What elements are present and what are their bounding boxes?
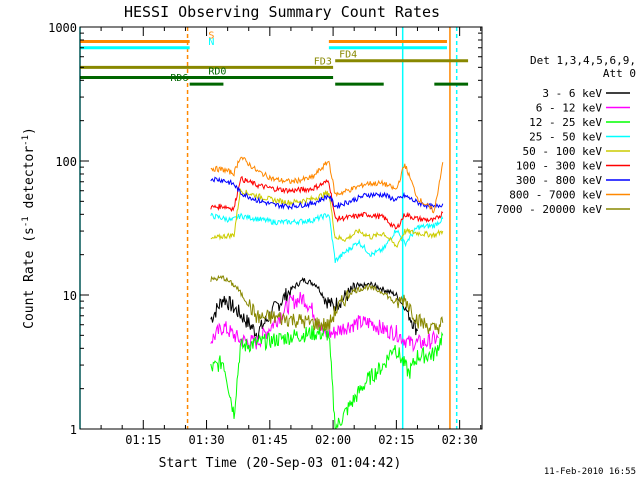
series-line-2 — [210, 325, 444, 430]
legend-label-1: 6 - 12 keV — [536, 102, 603, 115]
series-line-5 — [210, 175, 444, 230]
y-tick-label-0: 1 — [70, 423, 77, 437]
series-line-6 — [210, 176, 444, 211]
flag-label-N: N — [208, 37, 214, 48]
y-tick-label-2: 100 — [55, 155, 77, 169]
flag-label-FD3: FD3 — [314, 56, 332, 67]
y-axis-label: Count Rate (s-1 detector-1) — [21, 127, 37, 329]
plot-frame — [79, 26, 483, 430]
y-tick-label-1: 10 — [63, 289, 77, 303]
legend-label-8: 7000 - 20000 keV — [496, 203, 602, 216]
legend-label-5: 100 - 300 keV — [516, 160, 602, 173]
series-line-8 — [210, 274, 444, 335]
series-line-0 — [210, 276, 418, 341]
legend-label-3: 25 - 50 keV — [529, 131, 602, 144]
series-line-3 — [210, 212, 444, 263]
y-tick-label-3: 1000 — [48, 21, 77, 35]
x-tick-label-2: 01:45 — [252, 433, 288, 447]
legend: Det 1,3,4,5,6,9, Att 0 3 - 6 keV 6 - 12 k… — [496, 54, 636, 216]
series-line-7 — [210, 156, 444, 214]
legend-header-line2: Att 0 — [603, 67, 636, 80]
x-axis-label: Start Time (20-Sep-03 01:04:42) — [159, 456, 402, 471]
x-tick-label-3: 02:00 — [315, 433, 351, 447]
chart-title: HESSI Observing Summary Count Rates — [124, 3, 440, 21]
footer-date: 11-Feb-2010 16:55 — [544, 467, 636, 477]
legend-label-4: 50 - 100 keV — [523, 145, 603, 158]
plot-area: SN FD3 FD4 RD0 RD6 — [79, 27, 469, 430]
flag-label-FD4: FD4 — [339, 50, 357, 61]
legend-label-7: 800 - 7000 keV — [509, 189, 602, 202]
x-tick-label-4: 02:15 — [378, 433, 414, 447]
flag-label-RD6: RD6 — [170, 73, 188, 84]
flag-label-S: S — [208, 30, 214, 41]
series-line-4 — [210, 188, 444, 248]
x-tick-label-0: 01:15 — [125, 433, 161, 447]
x-tick-label-5: 02:30 — [442, 433, 478, 447]
axis-ticks: 1 10 100 1000 01:15 01:30 01:45 02:00 02:15 02:30 — [48, 21, 482, 447]
legend-label-0: 3 - 6 keV — [542, 87, 602, 100]
x-tick-label-1: 01:30 — [188, 433, 224, 447]
flag-label-RD0: RD0 — [208, 66, 226, 77]
legend-header-line1: Det 1,3,4,5,6,9, — [530, 54, 636, 67]
legend-label-2: 12 - 25 keV — [529, 116, 602, 129]
legend-label-6: 300 - 800 keV — [516, 174, 602, 187]
